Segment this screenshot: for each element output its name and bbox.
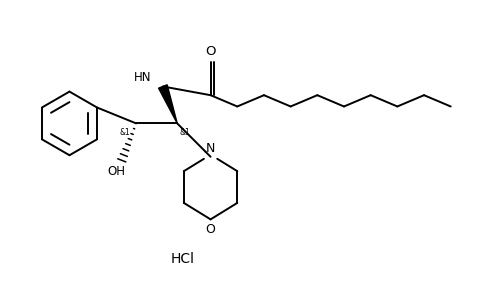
Polygon shape bbox=[159, 85, 177, 123]
Text: HN: HN bbox=[134, 71, 151, 84]
Text: O: O bbox=[206, 224, 215, 236]
Text: HCl: HCl bbox=[171, 252, 194, 266]
Text: N: N bbox=[206, 142, 215, 155]
Text: OH: OH bbox=[107, 166, 126, 178]
Text: &1: &1 bbox=[119, 127, 130, 137]
Text: O: O bbox=[205, 45, 216, 58]
Text: &1: &1 bbox=[180, 127, 191, 137]
